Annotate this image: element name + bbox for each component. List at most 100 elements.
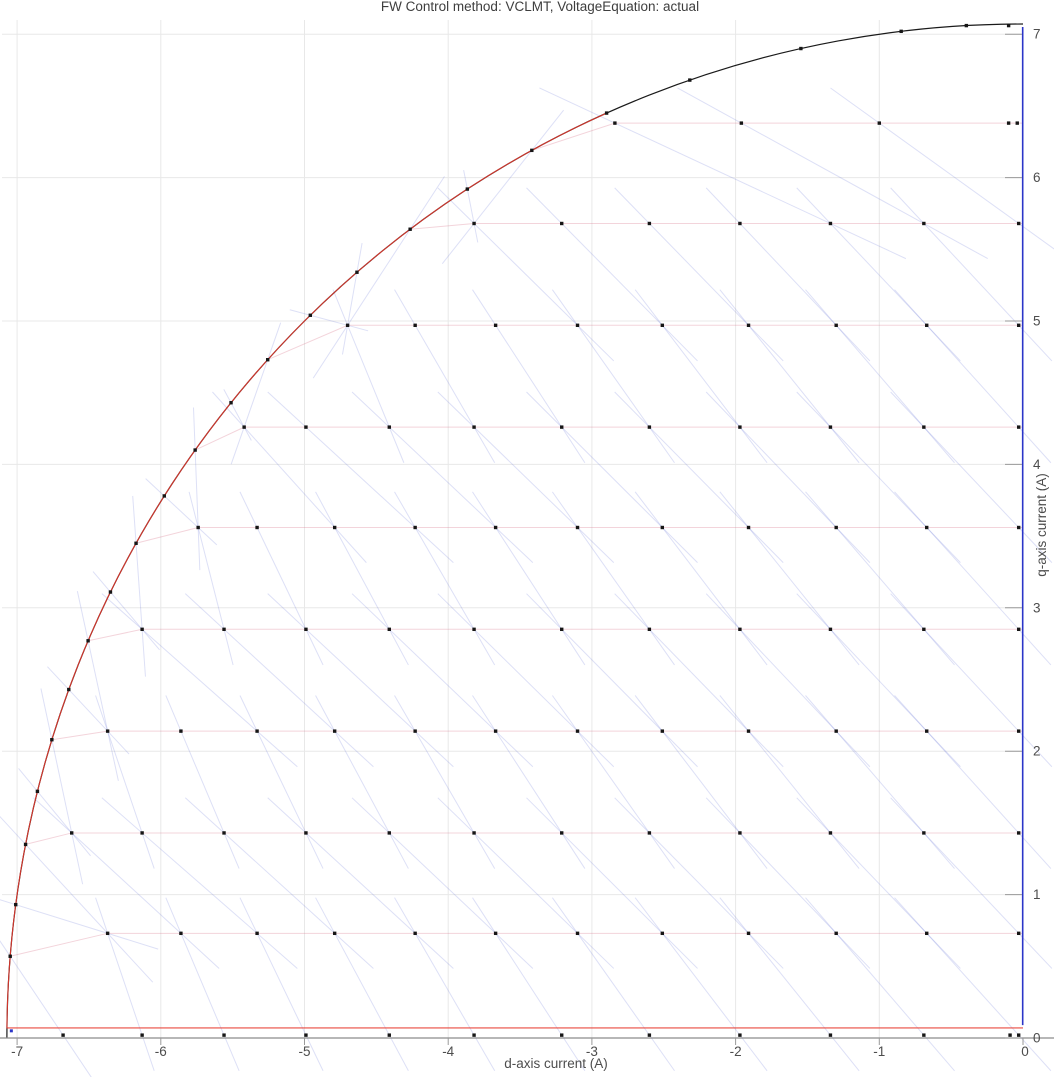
operating-point-dot	[575, 729, 580, 733]
y-tick-label: 4	[1033, 457, 1041, 472]
blue-trajectory-line	[230, 322, 282, 465]
arc-point-dot	[964, 23, 969, 28]
blue-trajectory-line	[805, 897, 955, 1072]
operating-point-dot	[575, 525, 580, 530]
operating-point-dot	[387, 425, 391, 429]
blue-trajectory-line	[719, 289, 860, 464]
pink-trajectory-line	[410, 222, 1023, 230]
operating-point-dot	[1016, 729, 1021, 733]
operating-point-dot	[1016, 931, 1021, 936]
x-tick-label: -1	[873, 1044, 885, 1059]
blue-trajectory-line	[145, 478, 218, 546]
blue-trajectory-line	[472, 289, 586, 464]
blue-trajectory-line	[394, 695, 496, 869]
arc-point-dot	[35, 789, 40, 794]
operating-point-dot	[304, 627, 308, 632]
blue-trajectory-line	[394, 289, 496, 464]
blue-trajectory-line	[796, 593, 961, 768]
blue-trajectory-line	[332, 289, 405, 463]
operating-point-dot	[222, 1033, 226, 1037]
operating-point-dot	[738, 1033, 742, 1037]
blue-trajectory-line	[188, 491, 234, 666]
blue-trajectory-line	[33, 797, 220, 969]
blue-trajectory-line	[796, 797, 961, 969]
operating-point-dot	[560, 627, 564, 632]
operating-point-dot	[413, 931, 417, 936]
operating-point-dot	[922, 627, 926, 632]
operating-point-dot	[493, 323, 498, 328]
x-tick-label: -4	[442, 1044, 454, 1059]
blue-trajectory-line	[796, 187, 961, 362]
operating-point-dot	[387, 627, 391, 632]
x-tick-label: -7	[11, 1044, 23, 1059]
arc-point-dot	[50, 738, 54, 742]
operating-point-dot	[647, 627, 652, 632]
blue-trajectory-line	[394, 897, 496, 1072]
arc-point-dot	[108, 590, 113, 594]
arc-point-dot	[465, 187, 470, 191]
blue-trajectory-line	[165, 897, 240, 1071]
operating-point-dot	[105, 931, 110, 936]
x-tick-label: -2	[730, 1044, 742, 1059]
operating-point-dot	[413, 729, 417, 733]
blue-trajectory-line	[239, 491, 324, 666]
blue-trajectory-line	[101, 593, 298, 768]
y-tick-label: 6	[1033, 170, 1041, 185]
blue-trajectory-line	[472, 897, 586, 1072]
operating-point-dot	[647, 1033, 652, 1037]
blue-trajectory-line	[890, 391, 1053, 563]
arc-point-dot	[8, 954, 12, 958]
operating-point-dot	[304, 831, 308, 835]
blue-trajectory-line	[894, 695, 1052, 869]
blue-trajectory-line	[677, 87, 988, 260]
blue-trajectory-line	[312, 176, 445, 379]
operating-point-dot	[738, 221, 742, 226]
operating-point-dot	[660, 525, 665, 530]
blue-trajectory-line	[18, 768, 91, 857]
operating-point-dot	[493, 729, 498, 733]
operating-point-dot	[413, 525, 417, 530]
operating-point-dot	[660, 323, 665, 328]
operating-point-dot	[179, 931, 183, 936]
blue-trajectory-line	[212, 391, 367, 563]
blue-trajectory-line	[101, 797, 298, 969]
extra-point-dot	[1006, 121, 1011, 125]
blue-trajectory-line	[526, 593, 698, 768]
pink-trajectory-line	[531, 122, 1023, 151]
blue-trajectory-line	[719, 897, 860, 1072]
y-tick-label: 1	[1033, 887, 1041, 902]
blue-trajectory-line	[437, 187, 615, 362]
blue-trajectory-line	[289, 309, 369, 332]
red-boundary-line	[6, 112, 1023, 1029]
operating-point-dot	[828, 221, 833, 226]
current-limit-circle	[6, 23, 1024, 1039]
y-axis-label: q-axis current (A)	[1034, 473, 1049, 577]
blue-trajectory-line	[95, 695, 155, 869]
pink-trajectory-line	[88, 628, 1023, 642]
operating-point-dot	[834, 525, 838, 530]
blue-trajectory-line	[805, 491, 955, 666]
operating-point-dot	[345, 323, 350, 328]
operating-point-dot	[222, 831, 226, 835]
operating-point-dot	[647, 425, 652, 429]
operating-point-dot	[922, 831, 926, 835]
blue-trajectory-line	[437, 797, 615, 969]
operating-point-dot	[834, 323, 838, 328]
limit-lines-layer	[6, 23, 1024, 1039]
blue-trajectory-line	[437, 391, 615, 563]
blue-trajectory-line	[267, 797, 454, 969]
blue-trajectory-line	[315, 897, 409, 1072]
operating-point-dot	[834, 931, 838, 936]
operating-point-dot	[925, 729, 929, 733]
blue-trajectory-line	[267, 391, 454, 563]
operating-point-dot	[1016, 425, 1021, 429]
blue-trajectory-line	[223, 389, 252, 441]
operating-point-dot	[834, 729, 838, 733]
arc-point-dot	[308, 313, 313, 317]
operating-point-dot	[1015, 121, 1019, 125]
operating-point-dot	[472, 627, 476, 632]
arc-point-dot	[23, 842, 28, 847]
y-tick-label: 5	[1033, 314, 1041, 329]
